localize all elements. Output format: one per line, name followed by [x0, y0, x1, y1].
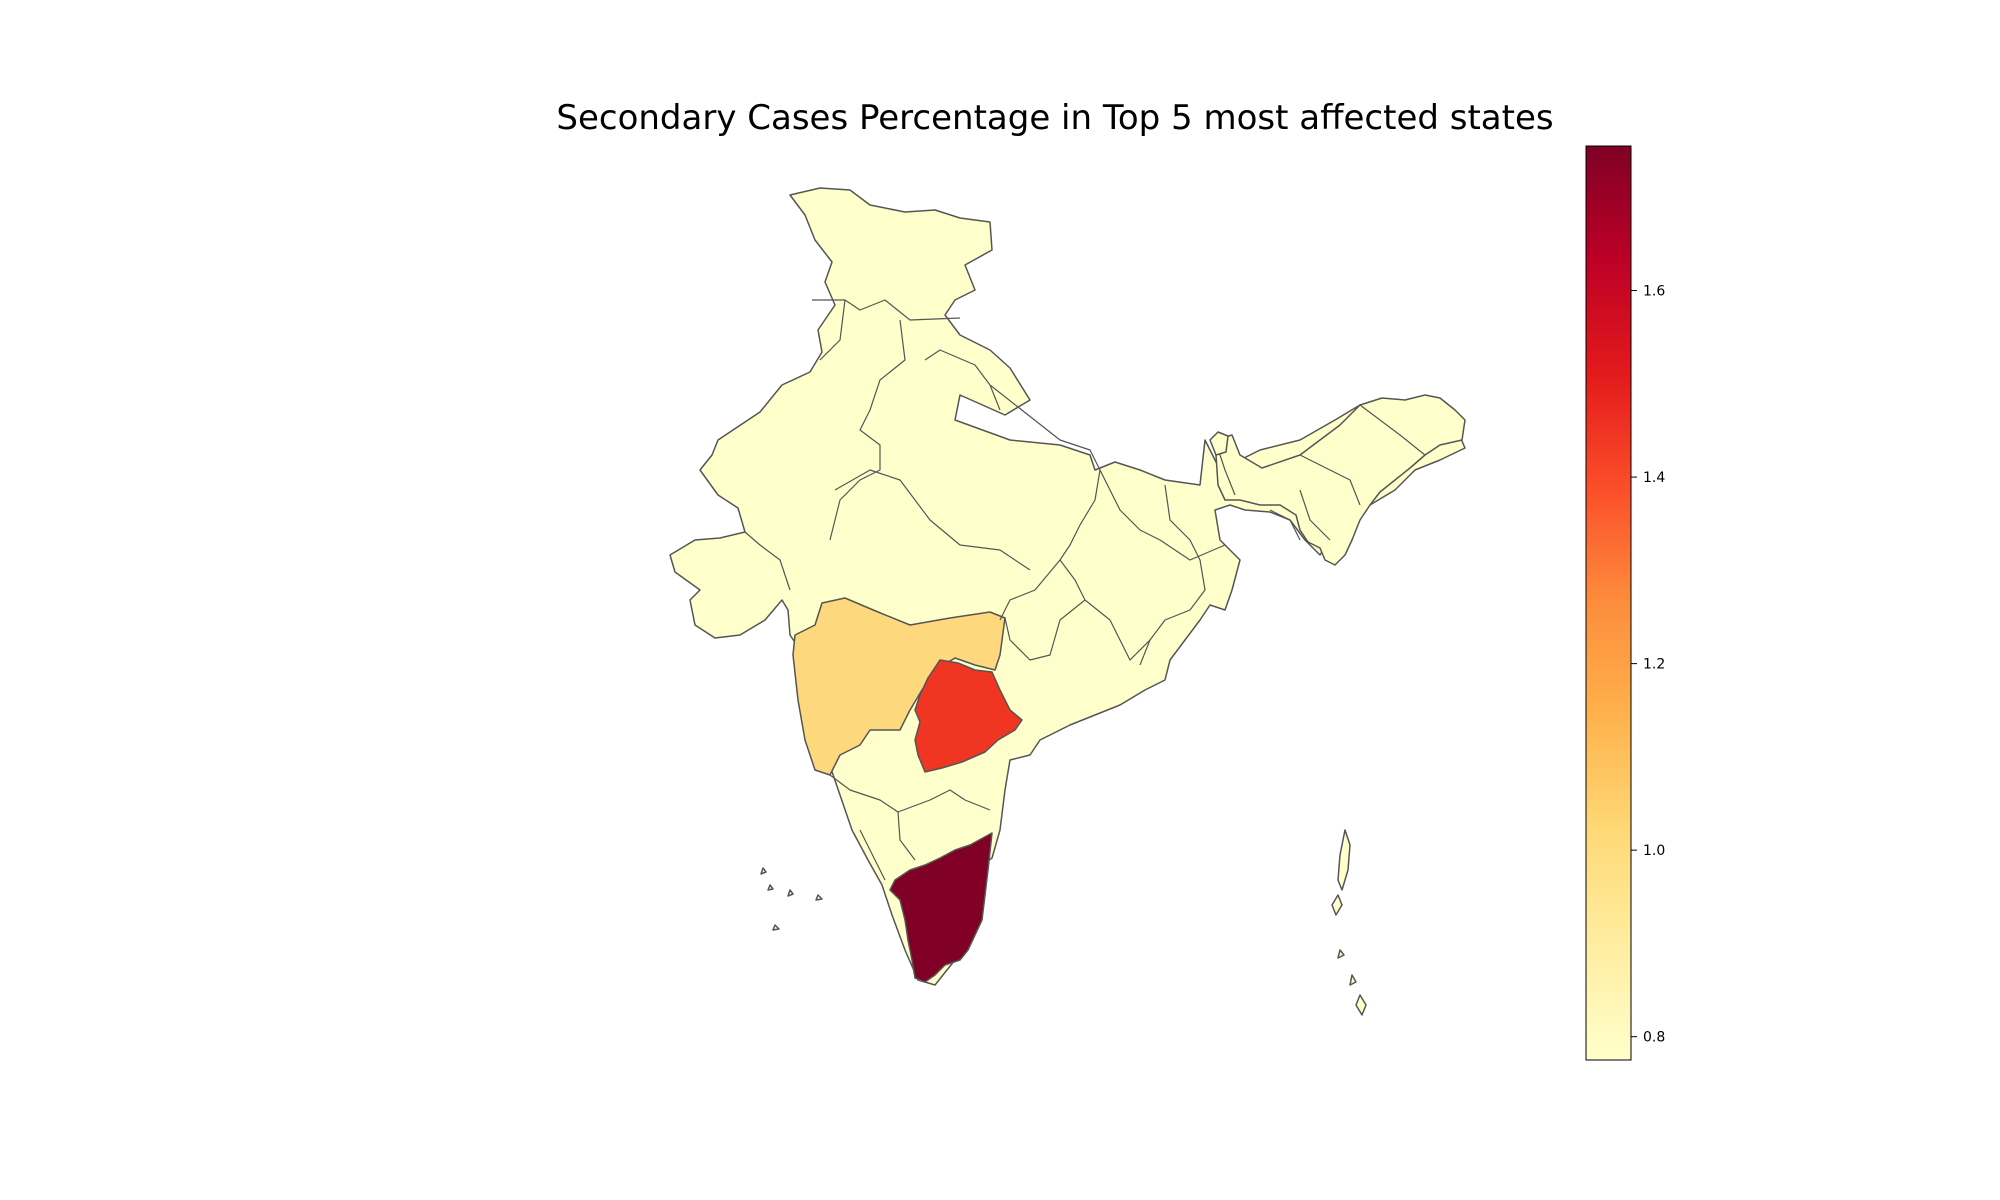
state-mainland-other [669, 187, 1466, 986]
colorbar-ticks: 0.8 1.0 1.2 1.4 1.6 [1631, 284, 1665, 1046]
state-sikkim [1209, 431, 1229, 456]
state-maharashtra [792, 597, 1006, 776]
andaman-nicobar-islands [1331, 829, 1367, 1016]
colorbar-tick-label: 1.4 [1643, 470, 1665, 486]
colorbar-tick-label: 1.0 [1643, 843, 1665, 859]
state-telangana [914, 659, 1023, 773]
internal-state-borders [744, 299, 1426, 881]
colorbar-tick-label: 1.2 [1643, 657, 1665, 673]
state-tamil-nadu [889, 832, 993, 983]
colorbar-rect [1585, 145, 1632, 1061]
lakshadweep-islands [760, 867, 823, 931]
colorbar-tick-label: 0.8 [1643, 1030, 1665, 1046]
chart-title: Secondary Cases Percentage in Top 5 most… [556, 98, 1554, 138]
state-layer [669, 187, 1466, 1016]
colorbar-tick-label: 1.6 [1643, 284, 1665, 300]
colorbar: 0.8 1.0 1.2 1.4 1.6 [1585, 145, 1665, 1061]
